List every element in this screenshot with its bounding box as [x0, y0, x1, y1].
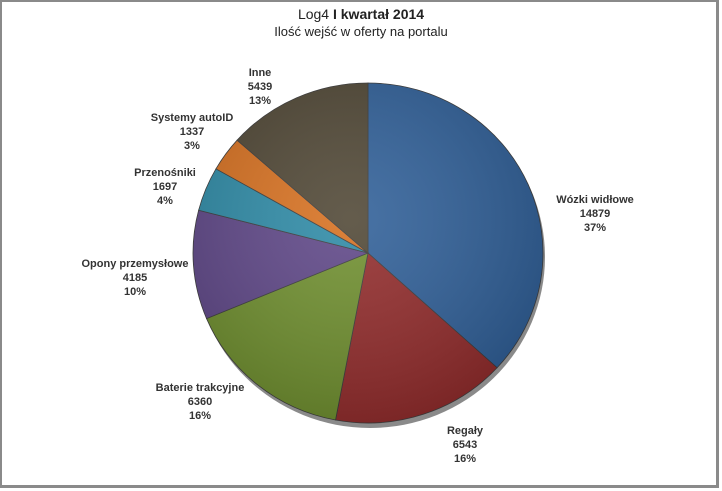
- label-systemy-autoid: Systemy autoID 1337 3%: [132, 111, 252, 153]
- label-value: 4185: [122, 272, 148, 284]
- label-percent: 37%: [583, 222, 607, 234]
- label-value: 5439: [247, 81, 273, 93]
- label-value: 14879: [579, 208, 611, 220]
- chart-title: Log4 I kwartał 2014: [0, 6, 722, 22]
- chart-title-main: I kwartał 2014: [332, 6, 425, 22]
- label-name: Inne: [248, 67, 272, 79]
- label-value: 1697: [152, 181, 178, 193]
- label-percent: 13%: [248, 95, 272, 107]
- label-name: Wózki widłowe: [556, 194, 634, 206]
- label-name: Przenośniki: [134, 167, 196, 179]
- label-percent: 16%: [188, 410, 212, 422]
- label-inne: Inne 5439 13%: [230, 66, 290, 108]
- label-percent: 16%: [453, 453, 477, 465]
- label-name: Regały: [446, 425, 484, 437]
- label-regaly: Regały 6543 16%: [425, 424, 505, 466]
- label-percent: 4%: [157, 195, 173, 207]
- label-name: Systemy autoID: [150, 112, 234, 124]
- label-percent: 10%: [123, 286, 147, 298]
- chart-subtitle: Ilość wejść w oferty na portalu: [274, 24, 448, 39]
- label-wozki-widlowe: Wózki widłowe 14879 37%: [540, 193, 650, 235]
- label-value: 6360: [187, 396, 213, 408]
- label-opony-przemyslowe: Opony przemysłowe 4185 10%: [70, 257, 200, 299]
- label-value: 6543: [452, 439, 478, 451]
- label-przenosniki: Przenośniki 1697 4%: [120, 166, 210, 208]
- label-name: Baterie trakcyjne: [155, 382, 245, 394]
- chart-title-prefix: Log4: [297, 6, 330, 22]
- label-value: 1337: [179, 126, 205, 138]
- label-name: Opony przemysłowe: [81, 258, 189, 270]
- label-percent: 3%: [184, 140, 200, 152]
- label-baterie-trakcyjne: Baterie trakcyjne 6360 16%: [140, 381, 260, 423]
